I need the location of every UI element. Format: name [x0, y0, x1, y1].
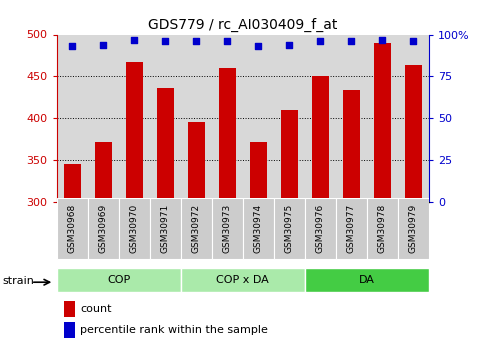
- Bar: [398, 198, 429, 259]
- Text: GSM30969: GSM30969: [99, 204, 108, 253]
- Point: [99, 42, 107, 47]
- Point: [348, 38, 355, 44]
- Bar: [250, 141, 267, 202]
- Bar: [57, 198, 88, 259]
- Bar: [88, 198, 119, 259]
- Point: [130, 37, 138, 42]
- Point: [317, 38, 324, 44]
- Bar: [343, 90, 360, 202]
- Text: COP x DA: COP x DA: [216, 275, 269, 285]
- Text: GSM30977: GSM30977: [347, 204, 356, 253]
- Text: DA: DA: [359, 275, 375, 285]
- Bar: [305, 198, 336, 259]
- Bar: [64, 322, 74, 338]
- Text: GSM30979: GSM30979: [409, 204, 418, 253]
- Bar: [336, 198, 367, 259]
- Point: [379, 37, 387, 42]
- Bar: [405, 65, 422, 202]
- Text: percentile rank within the sample: percentile rank within the sample: [80, 325, 268, 335]
- Bar: [95, 141, 112, 202]
- Bar: [150, 198, 181, 259]
- Text: COP: COP: [107, 275, 130, 285]
- Bar: [367, 198, 398, 259]
- Point: [161, 38, 169, 44]
- Bar: [212, 198, 243, 259]
- Bar: [219, 68, 236, 202]
- Bar: [312, 76, 329, 202]
- Bar: [181, 198, 212, 259]
- Bar: [57, 268, 181, 292]
- Bar: [305, 268, 429, 292]
- Point: [223, 38, 231, 44]
- Bar: [281, 110, 298, 202]
- Point: [254, 43, 262, 49]
- Point: [68, 43, 76, 49]
- Bar: [188, 121, 205, 202]
- Text: GSM30970: GSM30970: [130, 204, 139, 253]
- Bar: [181, 268, 305, 292]
- Text: GSM30975: GSM30975: [285, 204, 294, 253]
- Title: GDS779 / rc_AI030409_f_at: GDS779 / rc_AI030409_f_at: [148, 18, 338, 32]
- Bar: [243, 198, 274, 259]
- Text: GSM30968: GSM30968: [68, 204, 77, 253]
- Text: GSM30976: GSM30976: [316, 204, 325, 253]
- Text: GSM30974: GSM30974: [254, 204, 263, 253]
- Bar: [374, 43, 391, 202]
- Text: GSM30978: GSM30978: [378, 204, 387, 253]
- Text: strain: strain: [2, 276, 35, 286]
- Text: GSM30973: GSM30973: [223, 204, 232, 253]
- Bar: [157, 88, 174, 202]
- Bar: [274, 198, 305, 259]
- Bar: [119, 198, 150, 259]
- Bar: [126, 62, 143, 202]
- Bar: [64, 164, 81, 202]
- Bar: [64, 301, 74, 317]
- Text: GSM30971: GSM30971: [161, 204, 170, 253]
- Point: [192, 38, 200, 44]
- Point: [285, 42, 293, 47]
- Text: GSM30972: GSM30972: [192, 204, 201, 253]
- Point: [410, 38, 418, 44]
- Text: count: count: [80, 304, 111, 314]
